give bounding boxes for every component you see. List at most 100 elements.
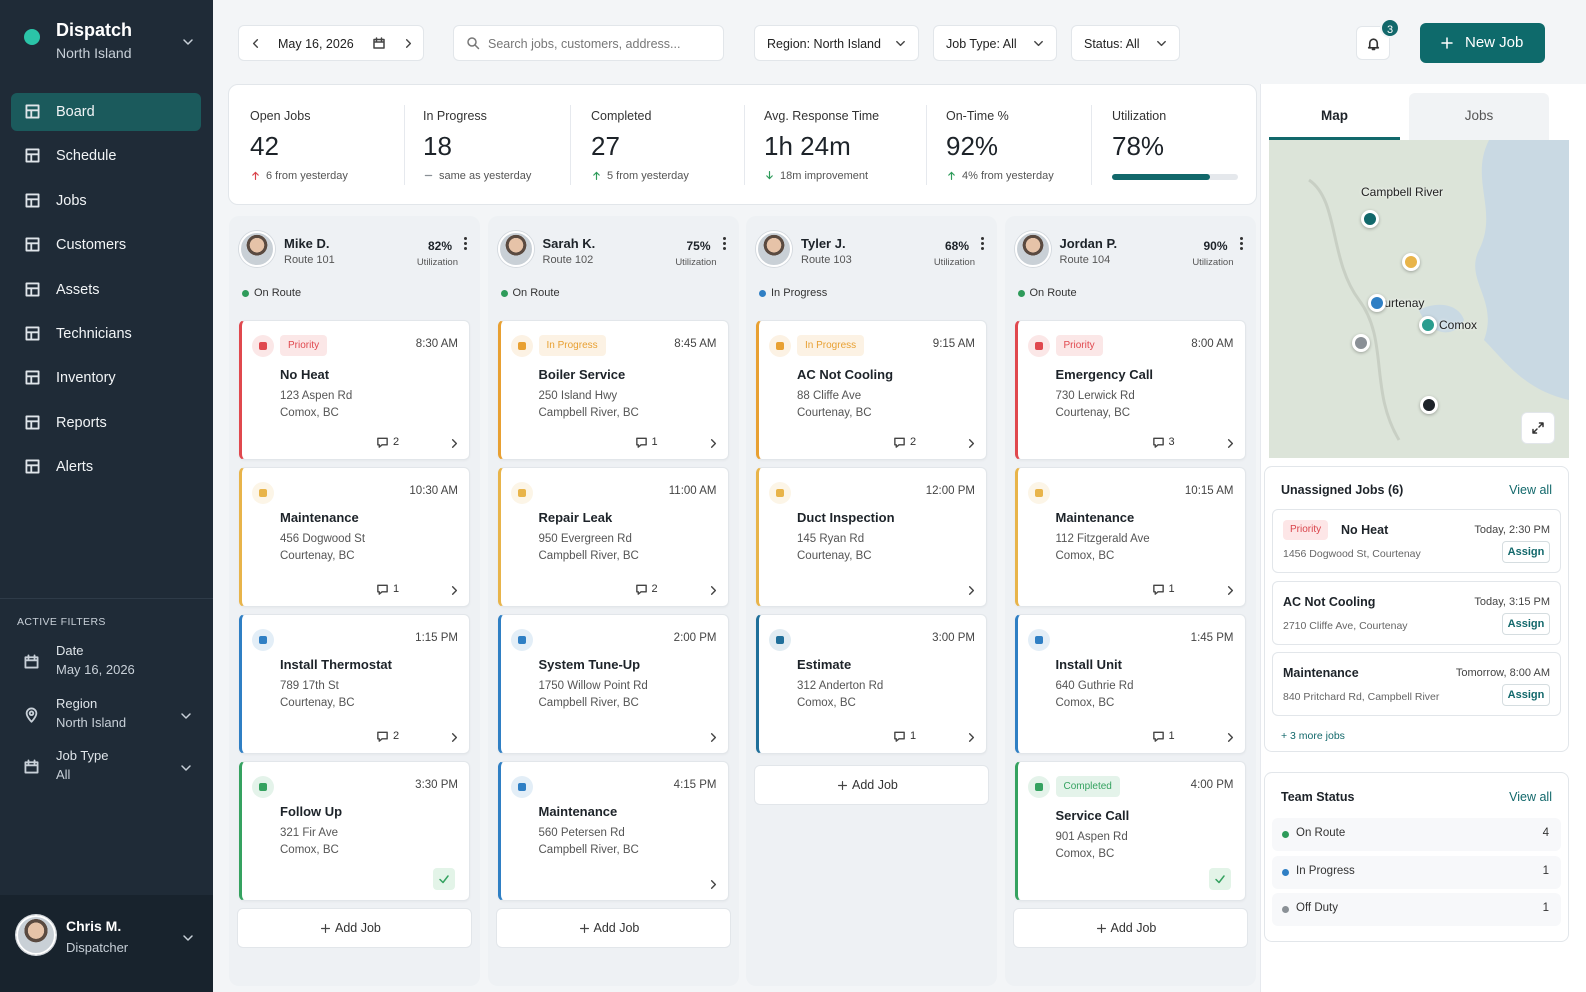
job-tag: In Progress [797,335,865,356]
nav-item[interactable]: Customers [11,226,201,264]
unassigned-job[interactable]: Maintenance Tomorrow, 8:00 AM 840 Pritchar… [1272,652,1561,716]
technician-column: Mike D. Route 101 82% Utilization On Route Pr… [229,216,480,986]
job-address: 789 17th St [280,680,339,692]
filter-dropdown[interactable]: Region: North Island [754,25,919,61]
kpi-divider [404,105,405,185]
job-card[interactable]: 12:00 PM Duct Inspection 145 Ryan Rd Courte… [756,467,987,607]
user-footer[interactable]: Chris M. Dispatcher [0,895,213,992]
add-job-button[interactable]: Add Job [754,765,989,805]
job-icon-glyph [259,489,267,497]
map-pin[interactable] [1402,253,1420,271]
job-card[interactable]: 1:45 PM Install Unit 640 Guthrie Rd Comox, … [1014,614,1246,754]
job-card[interactable]: Priority 8:30 AM No Heat 123 Aspen Rd Comox,… [239,320,470,460]
add-job-button[interactable]: Add Job [495,908,731,948]
map-terrain [1269,140,1569,458]
icon [451,733,458,742]
tab[interactable]: Map [1269,93,1400,140]
unassigned-job[interactable]: AC Not Cooling Today, 3:15 PM 2710 Cliffe … [1272,580,1561,645]
job-tag: Priority [1055,335,1103,356]
assign-button[interactable]: Assign [1502,612,1550,635]
nav-item[interactable]: Board [11,93,201,131]
kpi-divider [744,105,745,185]
new-job-button[interactable]: New Job [1420,23,1545,63]
unassigned-job[interactable]: Priority No Heat Today, 2:30 PM 1456 Dogwoo… [1272,509,1561,573]
icon [837,780,848,791]
filter-dropdown[interactable]: Status: All [1071,25,1180,61]
kpi-value: 1h 24m [764,131,851,161]
nav-item[interactable]: Reports [11,404,201,442]
job-card[interactable]: In Progress 9:15 AM AC Not Cooling 88 Cliff… [756,320,987,460]
assign-label: Assign [1507,689,1545,701]
nav-item[interactable]: Alerts [11,448,201,486]
team-status-label: In Progress [1296,864,1355,877]
add-job-button[interactable]: Add Job [1012,908,1248,948]
job-card[interactable]: 3:30 PM Follow Up 321 Fir Ave Comox, BC [239,761,470,901]
icon [635,436,648,449]
job-card[interactable]: In Progress 8:45 AM Boiler Service 250 Isla… [497,320,729,460]
nav-item[interactable]: Inventory [11,359,201,397]
map-pin[interactable] [1368,294,1386,312]
job-card[interactable]: 11:00 AM Repair Leak 950 Evergreen Rd Campb… [497,467,729,607]
icon [1152,731,1164,742]
icon [710,880,716,889]
icon [1214,875,1225,884]
nav-item[interactable]: Assets [11,271,201,309]
job-tag: In Progress [538,335,606,356]
nav-item[interactable]: Schedule [11,137,201,175]
technician-column: Sarah K. Route 102 75% Utilization On Route I… [487,216,739,986]
map-pin[interactable] [1361,210,1379,228]
filter-text: Region: North Island [767,37,881,51]
more-menu[interactable] [1239,237,1244,251]
kpi-delta: same as yesterday [439,170,532,182]
nav-label: Alerts [56,459,94,476]
job-title: Service Call [1055,808,1130,823]
icon [1034,40,1043,47]
job-card[interactable]: 10:30 AM Maintenance 456 Dogwood St Courten… [239,467,470,607]
icon [635,584,647,595]
more-menu[interactable] [722,237,727,251]
job-card[interactable]: Priority 8:00 AM Emergency Call 730 Lerwick… [1014,320,1246,460]
nav-item[interactable]: Jobs [11,182,201,220]
job-icon-glyph [1034,783,1043,791]
utilization-fill [1112,174,1211,180]
filter-dropdown[interactable]: Job Type: All [933,25,1057,61]
icon [710,586,716,595]
kpi-delta: 18m improvement [780,170,869,182]
job-card[interactable]: 3:00 PM Estimate 312 Anderton Rd Comox, BC 1 [756,614,987,754]
kpi-delta: 5 from yesterday [607,170,689,182]
job-address: 901 Aspen Rd [1055,831,1128,843]
map-pin[interactable] [1420,396,1438,414]
job-card[interactable]: 2:00 PM System Tune-Up 1750 Willow Point R… [497,614,729,754]
more-menu[interactable] [981,237,985,251]
menu-dot [1239,237,1243,240]
search-box[interactable]: Search jobs, customers, address... [453,25,724,61]
nav-item[interactable]: Technicians [11,315,201,353]
icon [948,171,955,181]
job-icon [252,335,274,357]
job-icon-glyph [1034,636,1043,644]
assign-button[interactable]: Assign [1502,684,1550,706]
job-card[interactable]: 1:15 PM Install Thermostat 789 17th St Cour… [239,614,470,754]
date-picker[interactable]: May 16, 2026 [238,25,424,61]
job-address: 321 Fir Ave [280,827,338,839]
job-card[interactable]: 10:15 AM Maintenance 112 Fitzgerald Ave Com… [1014,467,1246,607]
map-pin[interactable] [1352,334,1370,352]
more-menu[interactable] [464,237,468,251]
team-status-label: Off Duty [1296,902,1338,914]
icon [181,712,191,719]
icon [894,731,905,742]
map-expand[interactable] [1521,412,1555,444]
job-card[interactable]: 4:15 PM Maintenance 560 Petersen Rd Campbel… [497,761,729,901]
team-status-label: On Route [1296,827,1346,839]
job-card[interactable]: Completed 4:00 PM Service Call 901 Aspen Rd… [1014,761,1246,901]
job-title: Maintenance [538,804,618,819]
tab[interactable]: Jobs [1409,93,1549,140]
job-address: Comox, BC [797,696,856,709]
add-job-label: Add Job [335,921,381,935]
add-job-button[interactable]: Add Job [237,908,472,948]
map-terrain [1308,178,1401,441]
map-pin[interactable] [1419,316,1437,334]
technician-status: On Route [1029,287,1077,299]
icon [1531,421,1545,435]
assign-button[interactable]: Assign [1502,541,1550,563]
